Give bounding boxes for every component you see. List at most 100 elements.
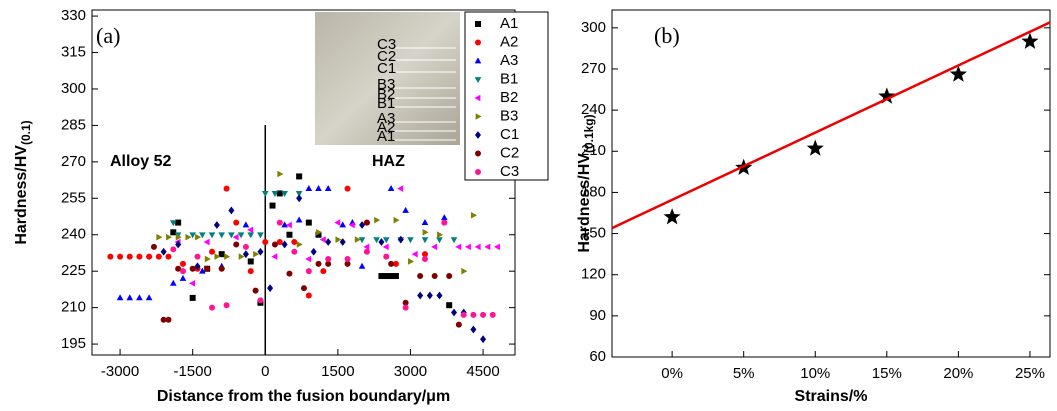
data-point <box>663 208 681 225</box>
data-point <box>344 185 351 192</box>
data-point <box>325 260 332 267</box>
inset-label: C2 <box>377 48 396 65</box>
data-point <box>417 291 424 300</box>
data-point <box>315 260 322 267</box>
data-point <box>348 221 355 229</box>
data-point <box>126 294 134 301</box>
data-point <box>247 232 255 239</box>
data-point <box>450 237 458 244</box>
data-point <box>136 253 143 260</box>
data-point <box>257 247 264 256</box>
legend-marker <box>474 77 482 84</box>
annotation: HAZ <box>372 153 405 170</box>
data-point <box>218 265 225 272</box>
y-tick-label: 300 <box>581 19 606 36</box>
legend-label: B2 <box>500 89 518 106</box>
x-tick-label: 4500 <box>466 363 499 380</box>
data-point <box>310 247 317 256</box>
y-axis-label-main: Hardness/HV <box>576 153 593 253</box>
data-point <box>126 253 133 260</box>
data-point <box>480 311 487 318</box>
legend-label: A3 <box>500 52 518 69</box>
data-point <box>136 294 143 301</box>
data-point <box>455 243 462 251</box>
data-point <box>305 219 312 226</box>
x-tick-label: 5% <box>733 365 755 382</box>
data-point <box>185 233 192 241</box>
data-point <box>480 335 487 344</box>
data-point <box>464 243 471 251</box>
data-point <box>271 191 279 198</box>
data-point <box>175 219 182 226</box>
legend-marker <box>475 113 482 120</box>
data-point <box>358 237 366 244</box>
data-point <box>470 325 477 334</box>
y-tick-label: 270 <box>61 153 86 170</box>
data-point <box>166 233 173 241</box>
data-point <box>431 273 438 280</box>
data-point <box>408 258 415 265</box>
data-point <box>156 233 163 241</box>
panel-label: (b) <box>654 23 680 48</box>
data-point <box>354 236 361 243</box>
data-point <box>165 316 172 323</box>
data-point <box>116 294 124 301</box>
data-point <box>359 221 366 229</box>
legend-marker <box>474 94 481 102</box>
x-tick-label: 0 <box>261 363 269 380</box>
data-point <box>451 308 458 317</box>
data-point <box>261 191 269 198</box>
data-point <box>237 232 245 239</box>
data-point <box>460 311 467 318</box>
legend-label: B3 <box>500 107 518 124</box>
data-point <box>271 253 278 260</box>
data-point <box>296 241 303 248</box>
data-point <box>422 229 429 236</box>
data-point <box>276 239 283 246</box>
data-point <box>160 247 167 256</box>
data-point <box>335 236 342 243</box>
data-point <box>203 238 210 246</box>
legend-marker <box>474 57 482 64</box>
data-point <box>296 173 303 180</box>
y-tick-label: 315 <box>61 43 86 60</box>
data-point <box>291 248 298 255</box>
data-point <box>218 232 226 239</box>
data-point <box>170 279 177 286</box>
data-point <box>305 292 312 299</box>
x-tick-label: -1500 <box>173 363 211 380</box>
data-point <box>175 265 182 272</box>
data-point <box>213 221 220 229</box>
y-axis-label-sub: (0.1) <box>19 120 33 145</box>
y-tick-label: 210 <box>581 142 606 159</box>
data-point <box>305 268 312 275</box>
data-point <box>179 260 186 267</box>
data-point <box>286 231 293 238</box>
data-point <box>208 232 216 239</box>
data-point <box>160 316 167 323</box>
data-point <box>199 267 206 274</box>
data-point <box>392 273 399 280</box>
data-point <box>319 236 326 243</box>
x-tick-label: 10% <box>800 365 830 382</box>
data-point <box>146 253 153 260</box>
data-point <box>806 139 824 156</box>
y-tick-label: 240 <box>581 101 606 118</box>
plot-frame <box>91 9 516 356</box>
data-point <box>253 250 260 258</box>
data-point <box>339 221 347 228</box>
data-point <box>145 294 153 301</box>
legend-label: A2 <box>500 33 518 50</box>
data-point <box>170 220 177 227</box>
inset-photo <box>315 12 460 145</box>
data-point <box>296 194 303 203</box>
data-point <box>378 238 385 246</box>
y-axis-label: Hardness/HV(0.1) <box>13 120 33 244</box>
inset-label: B2 <box>377 86 395 103</box>
inset-label: A3 <box>377 110 395 127</box>
data-point <box>223 302 230 309</box>
data-point <box>878 87 896 104</box>
data-point <box>300 285 307 292</box>
data-point <box>117 253 124 260</box>
